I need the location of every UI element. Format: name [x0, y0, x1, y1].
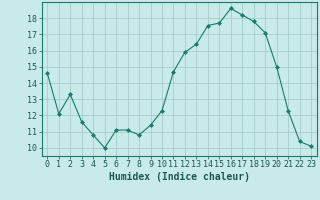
- X-axis label: Humidex (Indice chaleur): Humidex (Indice chaleur): [109, 172, 250, 182]
